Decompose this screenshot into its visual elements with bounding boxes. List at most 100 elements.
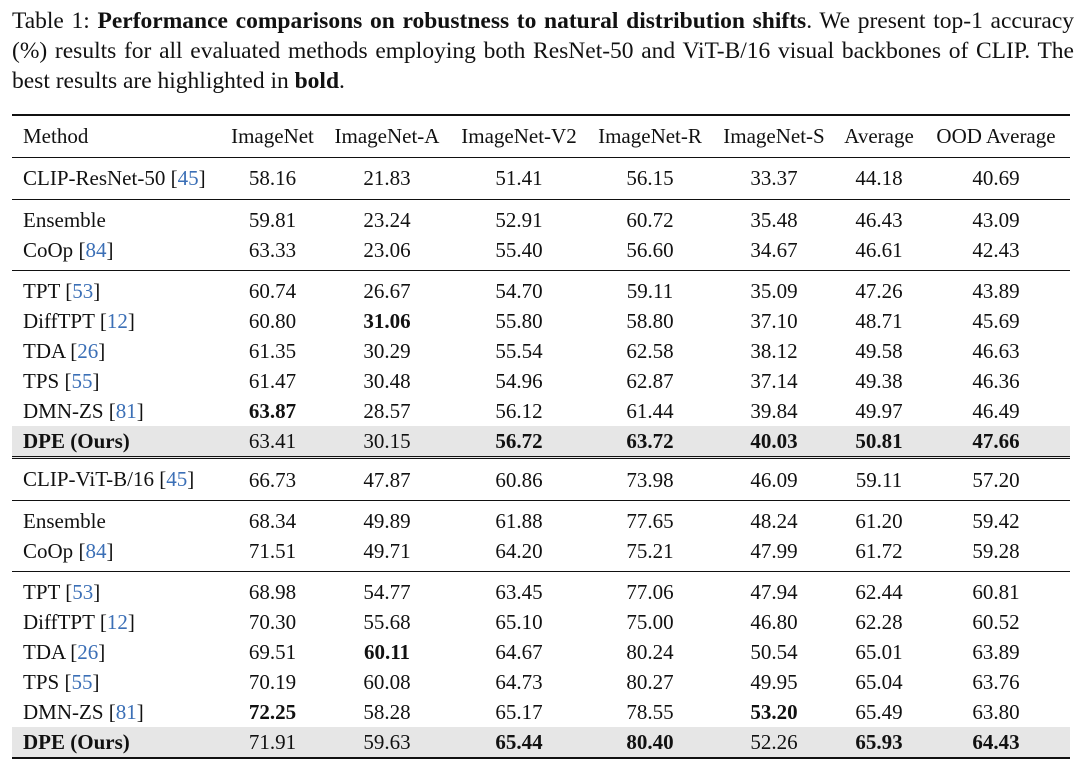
- value-cell: 59.11: [626, 279, 674, 303]
- table-row: DMN-ZS [81] 72.25 58.28 65.17 78.55 53.2…: [12, 697, 1070, 727]
- table-caption: Table 1: Performance comparisons on robu…: [12, 6, 1074, 96]
- best-value-cell: 50.81: [836, 426, 922, 458]
- citation-link[interactable]: 55: [71, 670, 93, 694]
- citation-link[interactable]: 26: [77, 640, 99, 664]
- value-cell: 28.57: [363, 399, 411, 423]
- citation-link[interactable]: 55: [71, 369, 93, 393]
- method-name: TPT: [23, 279, 60, 303]
- value-cell: 30.48: [363, 369, 411, 393]
- value-cell: 60.74: [248, 279, 297, 303]
- method-name: DMN-ZS: [23, 399, 104, 423]
- value-cell: 46.36: [972, 369, 1020, 393]
- citation-link[interactable]: 45: [177, 166, 199, 190]
- value-cell: 60.72: [626, 208, 674, 232]
- value-cell: 49.89: [363, 509, 411, 533]
- best-value-cell: 63.72: [588, 426, 712, 458]
- table-row: CoOp [84] 63.33 23.06 55.40 56.60 34.67 …: [12, 235, 1070, 271]
- value-cell: 26.67: [363, 279, 411, 303]
- value-cell: 46.63: [972, 339, 1020, 363]
- value-cell: 61.35: [248, 339, 297, 363]
- table-row: TPS [55] 70.19 60.08 64.73 80.27 49.95 6…: [12, 667, 1070, 697]
- citation-link[interactable]: 81: [115, 700, 137, 724]
- method-cell: DiffTPT [12]: [23, 610, 135, 634]
- table-row: TPS [55] 61.47 30.48 54.96 62.87 37.14 4…: [12, 366, 1070, 396]
- value-cell: 57.20: [972, 467, 1020, 492]
- value-cell: 63.41: [221, 426, 324, 458]
- citation-link[interactable]: 53: [72, 279, 94, 303]
- value-cell: 60.80: [248, 309, 297, 333]
- citation-link[interactable]: 84: [85, 238, 107, 262]
- citation-link[interactable]: 45: [166, 467, 188, 491]
- method-name: TDA: [23, 640, 65, 664]
- value-cell: 60.86: [495, 467, 543, 492]
- value-cell: 70.30: [248, 610, 297, 634]
- method-cell: TDA [26]: [23, 640, 106, 664]
- caption-bold-word: bold: [294, 68, 340, 94]
- column-header: Method: [23, 124, 89, 148]
- value-cell: 61.72: [855, 539, 903, 563]
- column-header: ImageNet: [231, 124, 314, 148]
- method-name: TPS: [23, 369, 60, 393]
- column-header: ImageNet-V2: [461, 124, 577, 148]
- method-name: DPE (Ours): [12, 426, 221, 458]
- method-name: Ensemble: [23, 509, 106, 533]
- best-value-cell: 64.43: [922, 727, 1070, 758]
- method-name: TPS: [23, 670, 60, 694]
- value-cell: 62.58: [626, 339, 674, 363]
- citation-link[interactable]: 81: [115, 399, 137, 423]
- value-cell: 61.44: [626, 399, 674, 423]
- value-cell: 23.24: [363, 208, 411, 232]
- vit-prompt-section: Ensemble 68.34 49.89 61.88 77.65 48.24 6…: [12, 500, 1070, 572]
- value-cell: 73.98: [626, 467, 674, 492]
- value-cell: 46.09: [750, 467, 798, 492]
- value-cell: 62.44: [855, 580, 903, 604]
- method-cell: TPS [55]: [23, 369, 100, 393]
- method-name: CoOp: [23, 539, 74, 563]
- value-cell: 49.38: [855, 369, 903, 393]
- value-cell: 21.83: [363, 166, 411, 190]
- method-cell: TPS [55]: [23, 670, 100, 694]
- value-cell: 75.21: [626, 539, 674, 563]
- column-header: Average: [844, 124, 914, 148]
- value-cell: 63.89: [972, 640, 1020, 664]
- citation-link[interactable]: 12: [106, 610, 128, 634]
- value-cell: 33.37: [750, 166, 798, 190]
- method-name: DiffTPT: [23, 309, 95, 333]
- method-cell: TDA [26]: [23, 339, 106, 363]
- value-cell: 61.20: [855, 509, 903, 533]
- resnet-baseline-section: CLIP-ResNet-50 [45] 58.16 21.83 51.41 56…: [12, 158, 1070, 200]
- value-cell: 65.49: [855, 700, 903, 724]
- value-cell: 35.48: [750, 208, 798, 232]
- value-cell: 63.33: [248, 238, 297, 262]
- value-cell: 35.09: [750, 279, 798, 303]
- vit-tta-section: TPT [53] 68.98 54.77 63.45 77.06 47.94 6…: [12, 571, 1070, 758]
- value-cell: 61.47: [248, 369, 297, 393]
- citation-link[interactable]: 84: [85, 539, 107, 563]
- best-value-cell: 65.44: [450, 727, 588, 758]
- value-cell: 58.28: [363, 700, 411, 724]
- value-cell: 66.73: [248, 467, 297, 492]
- table-row: TDA [26] 61.35 30.29 55.54 62.58 38.12 4…: [12, 336, 1070, 366]
- method-cell: TPT [53]: [23, 580, 101, 604]
- value-cell: 52.91: [495, 208, 543, 232]
- value-cell: 71.51: [248, 539, 297, 563]
- value-cell: 63.80: [972, 700, 1020, 724]
- citation-link[interactable]: 26: [77, 339, 99, 363]
- value-cell: 80.24: [626, 640, 674, 664]
- citation-link[interactable]: 53: [72, 580, 94, 604]
- table-row: Ensemble 68.34 49.89 61.88 77.65 48.24 6…: [12, 500, 1070, 537]
- method-cell: DiffTPT [12]: [23, 309, 135, 333]
- value-cell: 58.80: [626, 309, 674, 333]
- ours-row: DPE (Ours) 71.91 59.63 65.44 80.40 52.26…: [12, 727, 1070, 758]
- value-cell: 49.95: [750, 670, 798, 694]
- value-cell: 80.27: [626, 670, 674, 694]
- best-value-cell: 56.72: [450, 426, 588, 458]
- value-cell: 54.70: [495, 279, 543, 303]
- value-cell: 56.60: [626, 238, 674, 262]
- value-cell: 56.12: [495, 399, 543, 423]
- value-cell: 62.87: [626, 369, 674, 393]
- resnet-tta-section: TPT [53] 60.74 26.67 54.70 59.11 35.09 4…: [12, 270, 1070, 458]
- value-cell: 59.63: [324, 727, 450, 758]
- value-cell: 78.55: [626, 700, 674, 724]
- citation-link[interactable]: 12: [106, 309, 128, 333]
